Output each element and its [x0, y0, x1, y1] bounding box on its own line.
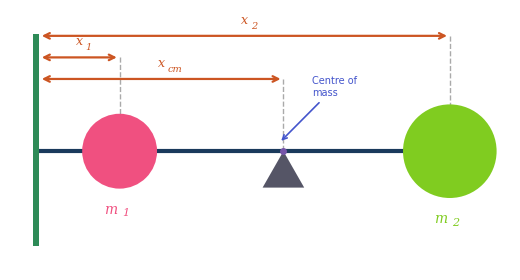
Ellipse shape	[403, 104, 497, 198]
Text: Centre of
mass: Centre of mass	[282, 76, 357, 139]
Bar	[33, 34, 39, 246]
Text: 2: 2	[251, 22, 257, 31]
Text: cm: cm	[167, 65, 182, 74]
Text: x: x	[76, 36, 83, 48]
Ellipse shape	[82, 114, 157, 189]
Text: 2: 2	[452, 218, 460, 228]
Text: 1: 1	[85, 43, 92, 52]
Text: m: m	[104, 203, 117, 217]
Text: 1: 1	[122, 208, 129, 218]
Text: x: x	[241, 14, 248, 27]
Polygon shape	[263, 151, 304, 188]
Text: x: x	[158, 57, 165, 70]
Text: m: m	[434, 212, 447, 226]
